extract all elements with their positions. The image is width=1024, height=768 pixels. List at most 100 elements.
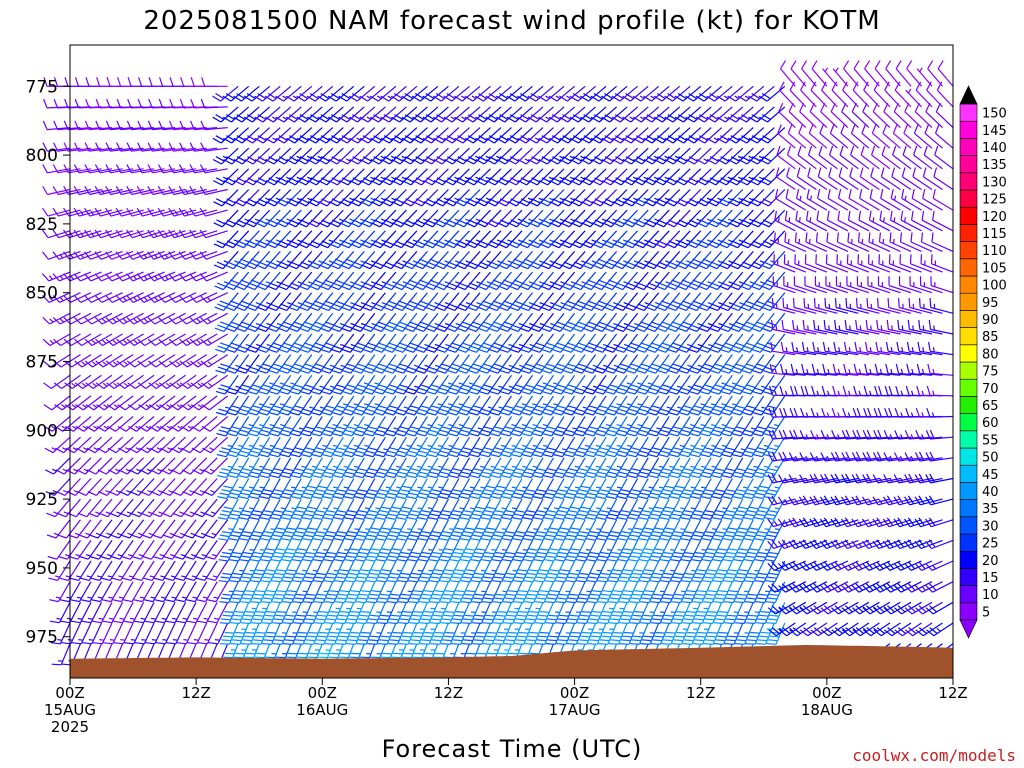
wind-barb [158, 142, 186, 152]
wind-barb [786, 145, 807, 170]
wind-barb [411, 85, 439, 102]
wind-barb [870, 167, 891, 190]
wind-barb [206, 581, 229, 603]
wind-barb [544, 519, 565, 541]
wind-barb [580, 168, 607, 186]
wind-barb [105, 333, 134, 347]
wind-barb [777, 124, 796, 149]
wind-barb [909, 254, 933, 273]
colorbar-swatch [959, 344, 978, 363]
wind-barb [126, 250, 155, 260]
wind-barb [381, 147, 407, 165]
wind-barb [545, 602, 565, 625]
wind-barb [904, 517, 933, 528]
wind-barb [115, 312, 144, 325]
wind-barb [121, 560, 145, 581]
wind-barb [719, 292, 744, 312]
wind-barb [696, 168, 723, 186]
wind-barb [670, 560, 691, 583]
wind-barb [796, 188, 817, 211]
wind-barb [355, 540, 376, 562]
wind-barb [577, 622, 597, 645]
wind-barb [559, 147, 586, 165]
wind-barb [105, 250, 134, 260]
wind-barb [498, 271, 523, 291]
wind-barb [287, 209, 313, 228]
wind-barb [147, 250, 176, 260]
wind-barb [762, 395, 786, 416]
wind-barb [555, 581, 576, 604]
wind-barb [707, 189, 733, 207]
wind-barb [481, 560, 502, 583]
wind-barb [468, 436, 492, 458]
wind-barb [333, 519, 355, 541]
wind-barb [928, 341, 954, 356]
wind-barb [163, 560, 187, 581]
wind-barb [922, 188, 943, 211]
wind-barb [796, 167, 817, 190]
wind-barb [496, 147, 523, 165]
wind-barb [554, 540, 576, 562]
wind-barb [634, 292, 660, 312]
wind-barb [742, 457, 765, 479]
wind-barb [528, 168, 554, 186]
wind-barb [915, 430, 943, 440]
colorbar-swatch [959, 138, 978, 156]
wind-barb [608, 622, 628, 645]
wind-barb [765, 581, 786, 604]
wind-barb [270, 519, 292, 541]
wind-barb [348, 85, 376, 102]
wind-barb [507, 147, 533, 165]
wind-barb [381, 168, 407, 186]
wind-barb [665, 189, 691, 207]
wind-barb [732, 478, 754, 500]
wind-barb [702, 581, 723, 604]
wind-barb [784, 210, 807, 232]
wind-barb [861, 518, 891, 528]
wind-barb [152, 540, 176, 560]
wind-barb [752, 436, 775, 458]
wind-barb [914, 560, 943, 571]
wind-barb [914, 539, 943, 550]
wind-barb [848, 188, 870, 211]
wind-barb [395, 436, 418, 458]
wind-barb [777, 560, 807, 571]
wind-barb [487, 230, 512, 249]
wind-barb [427, 478, 449, 500]
wind-barb [149, 436, 176, 454]
wind-barb [194, 540, 218, 560]
wind-barb [914, 517, 943, 528]
wind-barb [359, 106, 386, 123]
wind-barb [654, 209, 681, 228]
wind-barb [587, 581, 607, 604]
wind-barb [126, 229, 155, 239]
wind-barb [458, 416, 481, 437]
wind-barb [481, 540, 502, 562]
wind-barb [593, 354, 618, 374]
wind-barb [820, 560, 849, 571]
wind-barb [532, 478, 555, 500]
wind-barb [728, 209, 754, 228]
wind-barb [485, 85, 512, 102]
wind-barb [313, 540, 334, 562]
watermark: coolwx.com/models [852, 746, 1016, 765]
wind-barb [199, 250, 228, 260]
wind-barb [246, 333, 271, 353]
wind-barb [286, 127, 313, 144]
wind-barb [122, 581, 145, 603]
wind-barb [417, 498, 439, 520]
wind-barb [691, 560, 712, 583]
wind-barb [864, 363, 890, 376]
wind-barb [710, 436, 733, 458]
wind-barb [139, 457, 166, 475]
wind-barb [622, 106, 649, 123]
wind-barb [780, 363, 806, 376]
wind-barb [142, 540, 166, 560]
wind-barb [382, 271, 407, 291]
wind-barb [751, 354, 775, 374]
wind-barb [671, 581, 691, 604]
wind-barb [434, 209, 460, 228]
wind-barb [543, 498, 565, 520]
wind-barb [626, 457, 649, 479]
x-tick-label: 17AUG [549, 701, 601, 719]
